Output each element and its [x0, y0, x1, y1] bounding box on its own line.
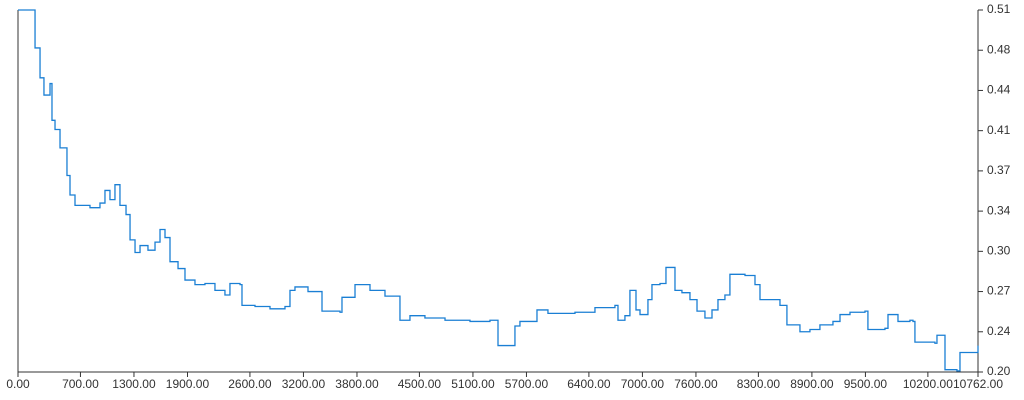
x-tick-label: 1900.00	[166, 377, 210, 391]
y-tick-label: 0.30	[987, 244, 1011, 258]
y-tick-label: 0.48	[987, 42, 1011, 56]
data-line	[18, 9, 979, 372]
y-tick-label: 0.51	[987, 2, 1011, 16]
x-tick-label: 5100.00	[451, 377, 495, 391]
y-tick-label: 0.27	[987, 284, 1011, 298]
x-tick-label: 10200.00	[903, 377, 953, 391]
y-tick-label: 0.41	[987, 123, 1011, 137]
x-tick-label: 2600.00	[228, 377, 272, 391]
x-tick-label: 8300.00	[737, 377, 781, 391]
x-tick-label: 8900.00	[790, 377, 834, 391]
y-tick-label: 0.44	[987, 83, 1011, 97]
x-tick-label: 700.00	[62, 377, 99, 391]
x-tick-label: 7600.00	[674, 377, 718, 391]
x-tick-label: 3200.00	[282, 377, 326, 391]
x-tick-label: 3800.00	[335, 377, 379, 391]
x-tick-label: 5700.00	[505, 377, 549, 391]
y-tick-label: 0.37	[987, 163, 1011, 177]
x-tick-label: 1300.00	[112, 377, 156, 391]
x-tick-label: 7000.00	[621, 377, 665, 391]
x-tick-label: 4500.00	[398, 377, 442, 391]
y-tick-label: 0.34	[987, 203, 1011, 217]
x-tick-label: 0.00	[6, 377, 30, 391]
x-tick-label: 6400.00	[567, 377, 611, 391]
x-tick-label: 10762.00	[953, 377, 1003, 391]
y-tick-label: 0.20	[987, 364, 1011, 378]
x-tick-label: 9500.00	[844, 377, 888, 391]
y-tick-label: 0.24	[987, 324, 1011, 338]
